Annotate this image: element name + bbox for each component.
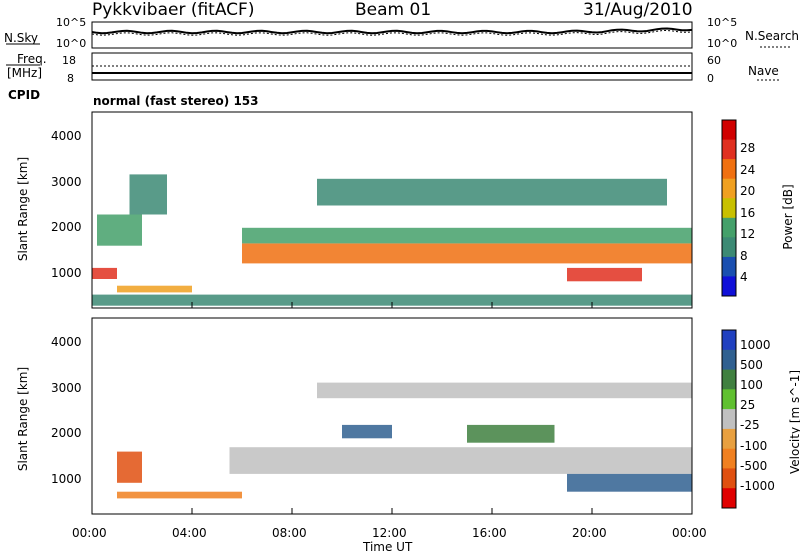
- heatmap-cell: [317, 382, 692, 399]
- x-tick-4: 16:00: [472, 526, 507, 540]
- nsearch-label: N.Search: [745, 29, 800, 43]
- heatmap-cell: [229, 447, 692, 474]
- vel-cbar-tick-1000: 1000: [740, 338, 771, 352]
- heatmap-cell: [117, 451, 142, 483]
- freq-right-tick-top: 60: [707, 54, 721, 67]
- heatmap-cell: [92, 294, 692, 306]
- heatmap-cell: [242, 243, 692, 264]
- power-cbar-tick-8: 8: [740, 249, 748, 263]
- velocity-colorbar: [721, 329, 737, 509]
- vel-cbar-tick-m100: -100: [740, 439, 768, 453]
- vel-cbar-tick-m1000: -1000: [740, 479, 775, 493]
- noise-sky-line: [91, 27, 693, 35]
- power-cbar-tick-16: 16: [740, 206, 756, 220]
- heatmap-cell: [342, 424, 392, 439]
- heatmap-cell: [92, 267, 117, 279]
- heatmap-cell: [129, 174, 167, 215]
- power-colorbar: [721, 119, 737, 297]
- colorbar-segment: [722, 389, 736, 410]
- colorbar-segment: [722, 256, 736, 277]
- vel-cbar-tick-100: 100: [740, 378, 763, 392]
- heatmap-cell: [467, 424, 555, 443]
- colorbar-segment: [722, 237, 736, 258]
- vel-cbar-tick-25: 25: [740, 398, 756, 412]
- x-tick-2: 08:00: [272, 526, 307, 540]
- cpid-label: CPID: [8, 88, 41, 102]
- colorbar-segment: [722, 120, 736, 141]
- power-ytick-2000: 2000: [51, 220, 82, 234]
- noise-left-tick-bottom: 10^0: [56, 37, 87, 50]
- velocity-ytick-4000: 4000: [51, 335, 82, 349]
- power-cbar-tick-4: 4: [740, 270, 748, 284]
- x-tick-marks: [91, 302, 693, 514]
- beam-title: Beam 01: [355, 0, 432, 20]
- cpid-text: normal (fast stereo) 153: [93, 94, 259, 108]
- nave-label: Nave: [748, 64, 779, 78]
- power-cbar-tick-24: 24: [740, 163, 756, 177]
- heatmap-cell: [567, 473, 692, 492]
- vel-cbar-tick-m25: -25: [740, 418, 760, 432]
- freq-left-tick-top: 18: [62, 54, 76, 67]
- colorbar-segment: [722, 159, 736, 180]
- colorbar-segment: [722, 428, 736, 450]
- colorbar-segment: [722, 217, 736, 238]
- velocity-ytick-2000: 2000: [51, 426, 82, 440]
- noise-right-tick-top: 10^5: [707, 16, 738, 29]
- colorbar-segment: [722, 349, 736, 371]
- heatmap-cell: [317, 178, 667, 206]
- noise-right-tick-bottom: 10^0: [707, 37, 738, 50]
- colorbar-segment: [722, 468, 736, 489]
- x-tick-6: 00:00: [672, 526, 707, 540]
- heatmap-cell: [242, 227, 692, 244]
- x-tick-0: 00:00: [72, 526, 107, 540]
- colorbar-segment: [722, 409, 736, 430]
- x-axis-label: Time UT: [363, 540, 413, 554]
- freq-left-tick-bottom: 8: [67, 72, 74, 85]
- power-heatmap: [92, 174, 692, 306]
- colorbar-segment: [722, 139, 736, 160]
- power-cbar-tick-28: 28: [740, 141, 756, 155]
- freq-label: Freq.: [17, 52, 47, 66]
- colorbar-segment: [722, 369, 736, 390]
- station-title: Pykkvibaer (fitACF): [92, 0, 255, 20]
- heatmap-cell: [567, 267, 642, 282]
- x-tick-5: 20:00: [572, 526, 607, 540]
- freq-unit-label: [MHz]: [7, 66, 43, 80]
- noise-search-line: [91, 29, 693, 36]
- date-title: 31/Aug/2010: [583, 0, 693, 20]
- heatmap-cell: [117, 491, 242, 499]
- noise-panel-frame: [91, 21, 693, 49]
- velocity-ytick-1000: 1000: [51, 472, 82, 486]
- colorbar-segment: [722, 276, 736, 297]
- colorbar-frame: [721, 119, 737, 297]
- colorbar-segment: [722, 488, 736, 509]
- colorbar-segment: [722, 448, 736, 469]
- noise-left-tick-top: 10^5: [56, 16, 87, 29]
- power-cbar-tick-12: 12: [740, 227, 756, 241]
- x-tick-3: 12:00: [372, 526, 407, 540]
- heatmap-cell: [97, 214, 142, 246]
- heatmap-cell: [117, 285, 192, 293]
- power-cbar-tick-20: 20: [740, 184, 756, 198]
- velocity-ytick-3000: 3000: [51, 381, 82, 395]
- colorbar-segment: [722, 330, 736, 351]
- colorbar-segment: [722, 178, 736, 199]
- colorbar-segment: [722, 198, 736, 219]
- vel-cbar-tick-500: 500: [740, 358, 763, 372]
- x-tick-1: 04:00: [172, 526, 207, 540]
- colorbar-frame: [721, 329, 737, 509]
- power-ytick-4000: 4000: [51, 129, 82, 143]
- freq-right-tick-bottom: 0: [707, 72, 714, 85]
- nsky-label: N.Sky: [4, 31, 39, 45]
- velocity-heatmap: [117, 382, 692, 499]
- power-ytick-1000: 1000: [51, 266, 82, 280]
- power-ytick-3000: 3000: [51, 175, 82, 189]
- vel-cbar-tick-m500: -500: [740, 459, 768, 473]
